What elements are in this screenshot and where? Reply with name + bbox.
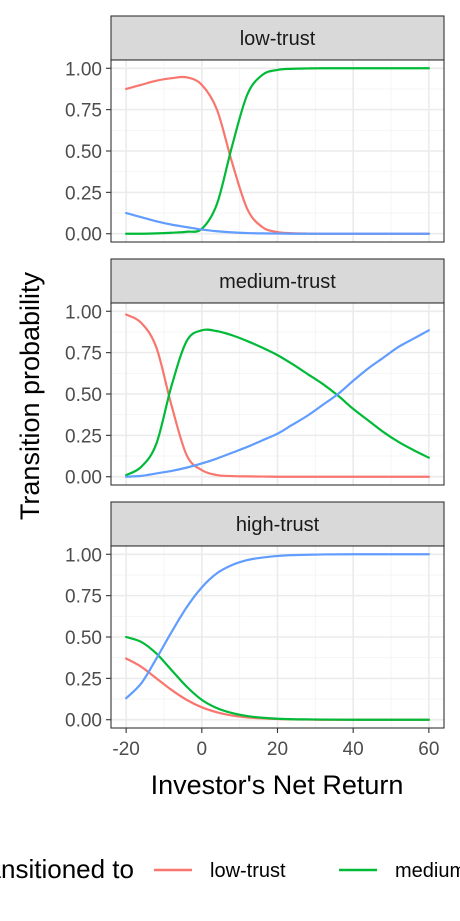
y-tick-label: 0.50 bbox=[65, 628, 102, 649]
series-line-medium-trust bbox=[125, 328, 430, 477]
y-axis-high-trust: 0.00 0.25 0.50 0.75 1.00 bbox=[65, 545, 111, 732]
y-tick-label: 0.50 bbox=[65, 385, 102, 406]
series-group-high-trust bbox=[125, 553, 430, 721]
series-line-low-trust bbox=[125, 313, 430, 478]
series-group-low-trust bbox=[125, 67, 430, 235]
y-axis-title: Transition probability bbox=[15, 271, 45, 520]
strip-high-trust bbox=[110, 501, 445, 547]
gridlines-low-trust bbox=[111, 60, 444, 242]
x-tick-label: 20 bbox=[267, 739, 288, 760]
y-tick-label: 0.75 bbox=[65, 101, 102, 122]
y-tick-label: 1.00 bbox=[65, 302, 102, 323]
legend-label-medium-trust: medium-trust bbox=[395, 860, 460, 882]
strip-low-trust bbox=[110, 15, 445, 61]
strip-label-medium-trust: medium-trust bbox=[219, 271, 336, 293]
legend: Transitioned to low-trustmedium-trusthig… bbox=[0, 854, 460, 884]
y-tick-label: 0.25 bbox=[65, 183, 102, 204]
y-tick-label: 1.00 bbox=[65, 59, 102, 80]
x-tick-label: 40 bbox=[343, 739, 364, 760]
facet-panels: low-trust0.000.250.500.751.00medium-trus… bbox=[65, 15, 445, 732]
legend-title: Transitioned to bbox=[0, 854, 134, 884]
x-tick-label: -20 bbox=[112, 739, 139, 760]
series-line-high-trust bbox=[125, 329, 430, 478]
legend-item-low-trust: low-trust bbox=[154, 860, 286, 882]
y-tick-label: 0.25 bbox=[65, 669, 102, 690]
panel-medium-trust: medium-trust 0.00 0.25 0.50 0.75 1.00 bbox=[65, 258, 445, 489]
panel-low-trust: low-trust 0.00 0.25 0.50 0.75 1.00 bbox=[65, 15, 445, 246]
y-tick-label: 0.75 bbox=[65, 587, 102, 608]
y-tick-label: 0.00 bbox=[65, 468, 102, 489]
x-axis: -20 0 20 40 60 bbox=[112, 728, 439, 760]
series-line-high-trust bbox=[125, 553, 430, 700]
legend-label-low-trust: low-trust bbox=[210, 860, 286, 882]
y-tick-label: 0.25 bbox=[65, 426, 102, 447]
y-tick-label: 0.50 bbox=[65, 142, 102, 163]
strip-label-low-trust: low-trust bbox=[240, 28, 316, 50]
y-tick-label: 1.00 bbox=[65, 545, 102, 566]
strip-label-high-trust: high-trust bbox=[236, 514, 320, 536]
x-tick-label: 60 bbox=[418, 739, 439, 760]
x-tick-label: 0 bbox=[197, 739, 208, 760]
y-axis-medium-trust: 0.00 0.25 0.50 0.75 1.00 bbox=[65, 302, 111, 489]
y-axis-low-trust: 0.00 0.25 0.50 0.75 1.00 bbox=[65, 59, 111, 246]
series-line-high-trust bbox=[125, 211, 430, 235]
series-line-medium-trust bbox=[125, 635, 430, 721]
series-group-medium-trust bbox=[125, 313, 430, 478]
x-axis-title: Investor's Net Return bbox=[151, 770, 404, 800]
y-tick-label: 0.00 bbox=[65, 711, 102, 732]
panel-high-trust: high-trust 0.00 0.25 0.50 0.75 1.00 bbox=[65, 501, 445, 732]
y-tick-label: 0.75 bbox=[65, 344, 102, 365]
legend-item-medium-trust: medium-trust bbox=[339, 860, 460, 882]
series-line-medium-trust bbox=[125, 67, 430, 235]
y-tick-label: 0.00 bbox=[65, 225, 102, 246]
